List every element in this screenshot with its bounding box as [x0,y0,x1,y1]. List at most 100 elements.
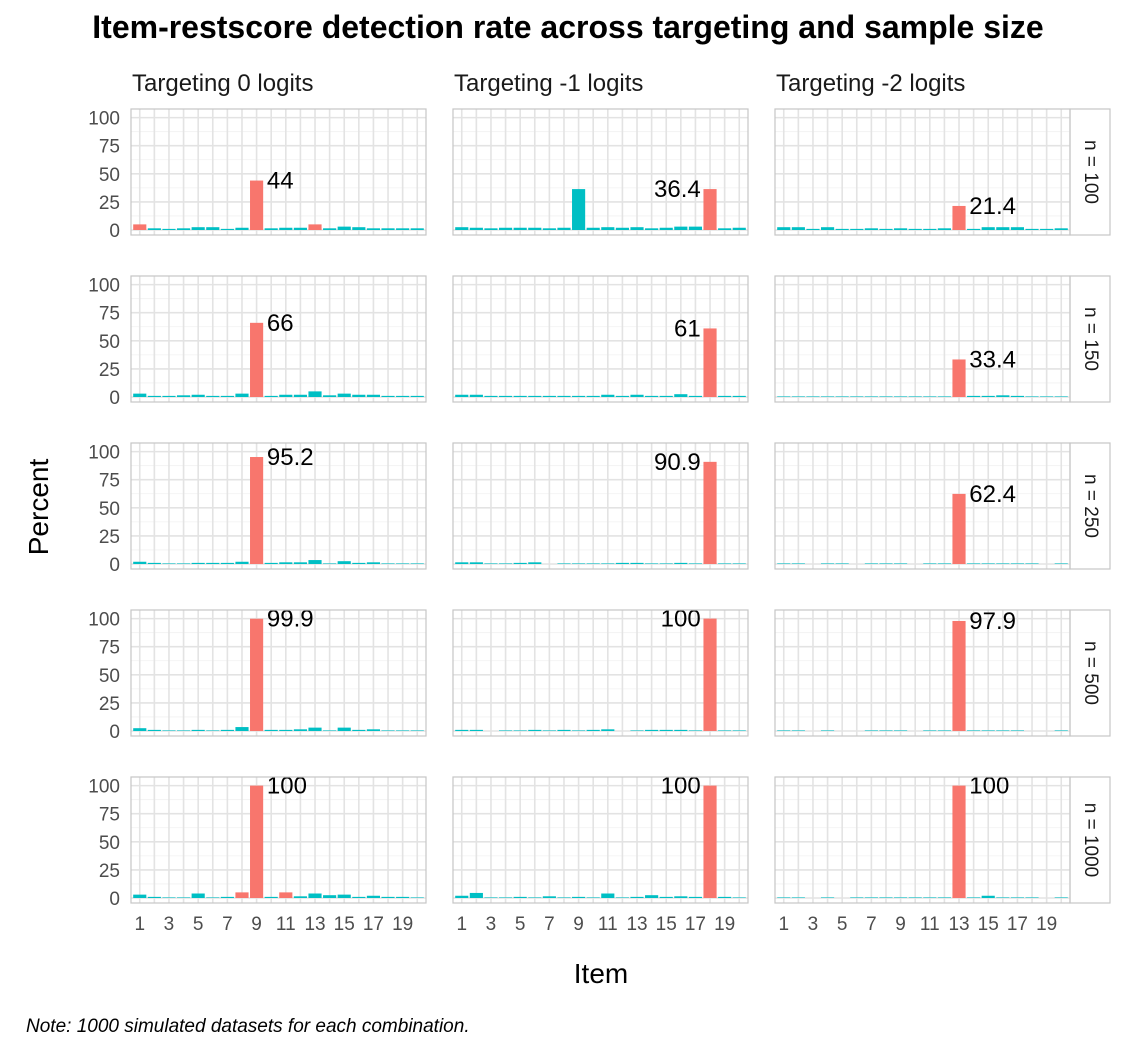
x-tick-label: 19 [1036,914,1057,935]
bar [937,396,951,397]
bar [630,562,644,564]
bar [1040,228,1054,230]
bar [191,729,205,731]
bar [396,730,410,731]
bar [220,228,234,230]
y-tick-label: 50 [99,165,120,186]
bar [645,895,659,898]
bar [996,730,1010,731]
facet-panel: 33.4 [774,275,1071,403]
x-tick-label: 19 [714,914,735,935]
bar [732,897,746,898]
bar [455,394,469,397]
panel-border [130,442,427,570]
bar [937,897,951,898]
facet-panel: 61 [452,275,749,403]
x-tick-label: 11 [920,914,940,935]
facet-panel: 97.9 [774,608,1071,737]
bar [703,461,717,564]
bar [381,730,395,731]
bar [777,897,791,898]
bar [923,730,937,731]
bar [484,897,498,898]
bar [586,563,600,564]
chart-caption: Note: 1000 simulated datasets for each c… [26,1016,470,1037]
y-tick-label: 50 [99,332,120,353]
bar [674,226,688,230]
bar [308,391,322,397]
bar [879,730,893,731]
bar [586,897,600,898]
facet-panels: Targeting 0 logits Targeting -1 logits Tar… [88,70,1111,935]
bar [821,227,835,230]
bar [133,393,147,397]
bar [791,730,805,731]
bar [469,892,483,898]
bar [396,563,410,564]
panel-border [130,275,427,403]
bar [250,785,264,898]
bar [732,563,746,564]
bar [293,729,307,731]
bar [630,896,644,898]
bar [396,896,410,898]
facet-panel: 99.9 [130,606,427,737]
bar [864,563,878,564]
bar [528,729,542,731]
bar-value-label: 66 [267,310,294,337]
bar [879,396,893,397]
x-tick-label: 11 [598,914,618,935]
x-tick-label: 11 [276,914,296,935]
y-tick-label: 25 [99,694,120,715]
bar [206,730,220,731]
bar [601,394,615,397]
facet-panel: 95.2 [130,442,427,570]
bar [381,563,395,564]
bar [791,563,805,564]
panel-border [452,275,749,403]
bar [191,893,205,898]
bar [1054,228,1068,230]
x-tick-label: 15 [978,914,999,935]
bar [1025,897,1039,898]
bar [250,618,264,731]
bar [337,727,351,731]
bar [674,562,688,564]
bar [337,226,351,230]
bar [821,897,835,898]
bar-value-label: 44 [267,168,294,195]
bar [821,396,835,397]
facet-panel: 100 [452,773,749,904]
bar [572,563,586,564]
bar [410,395,424,397]
bar [981,730,995,731]
bar [352,394,366,397]
facet-panel: 62.4 [774,442,1071,570]
bar [513,227,527,230]
chart-title: Item-restscore detection rate across tar… [92,9,1043,45]
bar [308,893,322,898]
bar [688,730,702,731]
bar [835,396,849,397]
y-tick-label: 75 [99,304,120,325]
bar [499,730,513,731]
bar [250,457,264,564]
bar [572,395,586,397]
bar [250,322,264,397]
bar [659,227,673,230]
x-tick-label: 13 [626,914,647,935]
bar [177,730,191,731]
column-strip-label: Targeting -2 logits [776,70,965,97]
panel-border [774,776,1071,904]
bar [1054,396,1068,397]
bar [601,563,615,564]
bar [615,562,629,564]
bar [293,896,307,898]
x-tick-label: 5 [193,914,204,935]
bar [133,561,147,564]
bar [528,562,542,564]
row-strip-label: n = 150 [1080,307,1101,371]
bar [352,729,366,731]
facet-panel: 100 [452,606,749,737]
